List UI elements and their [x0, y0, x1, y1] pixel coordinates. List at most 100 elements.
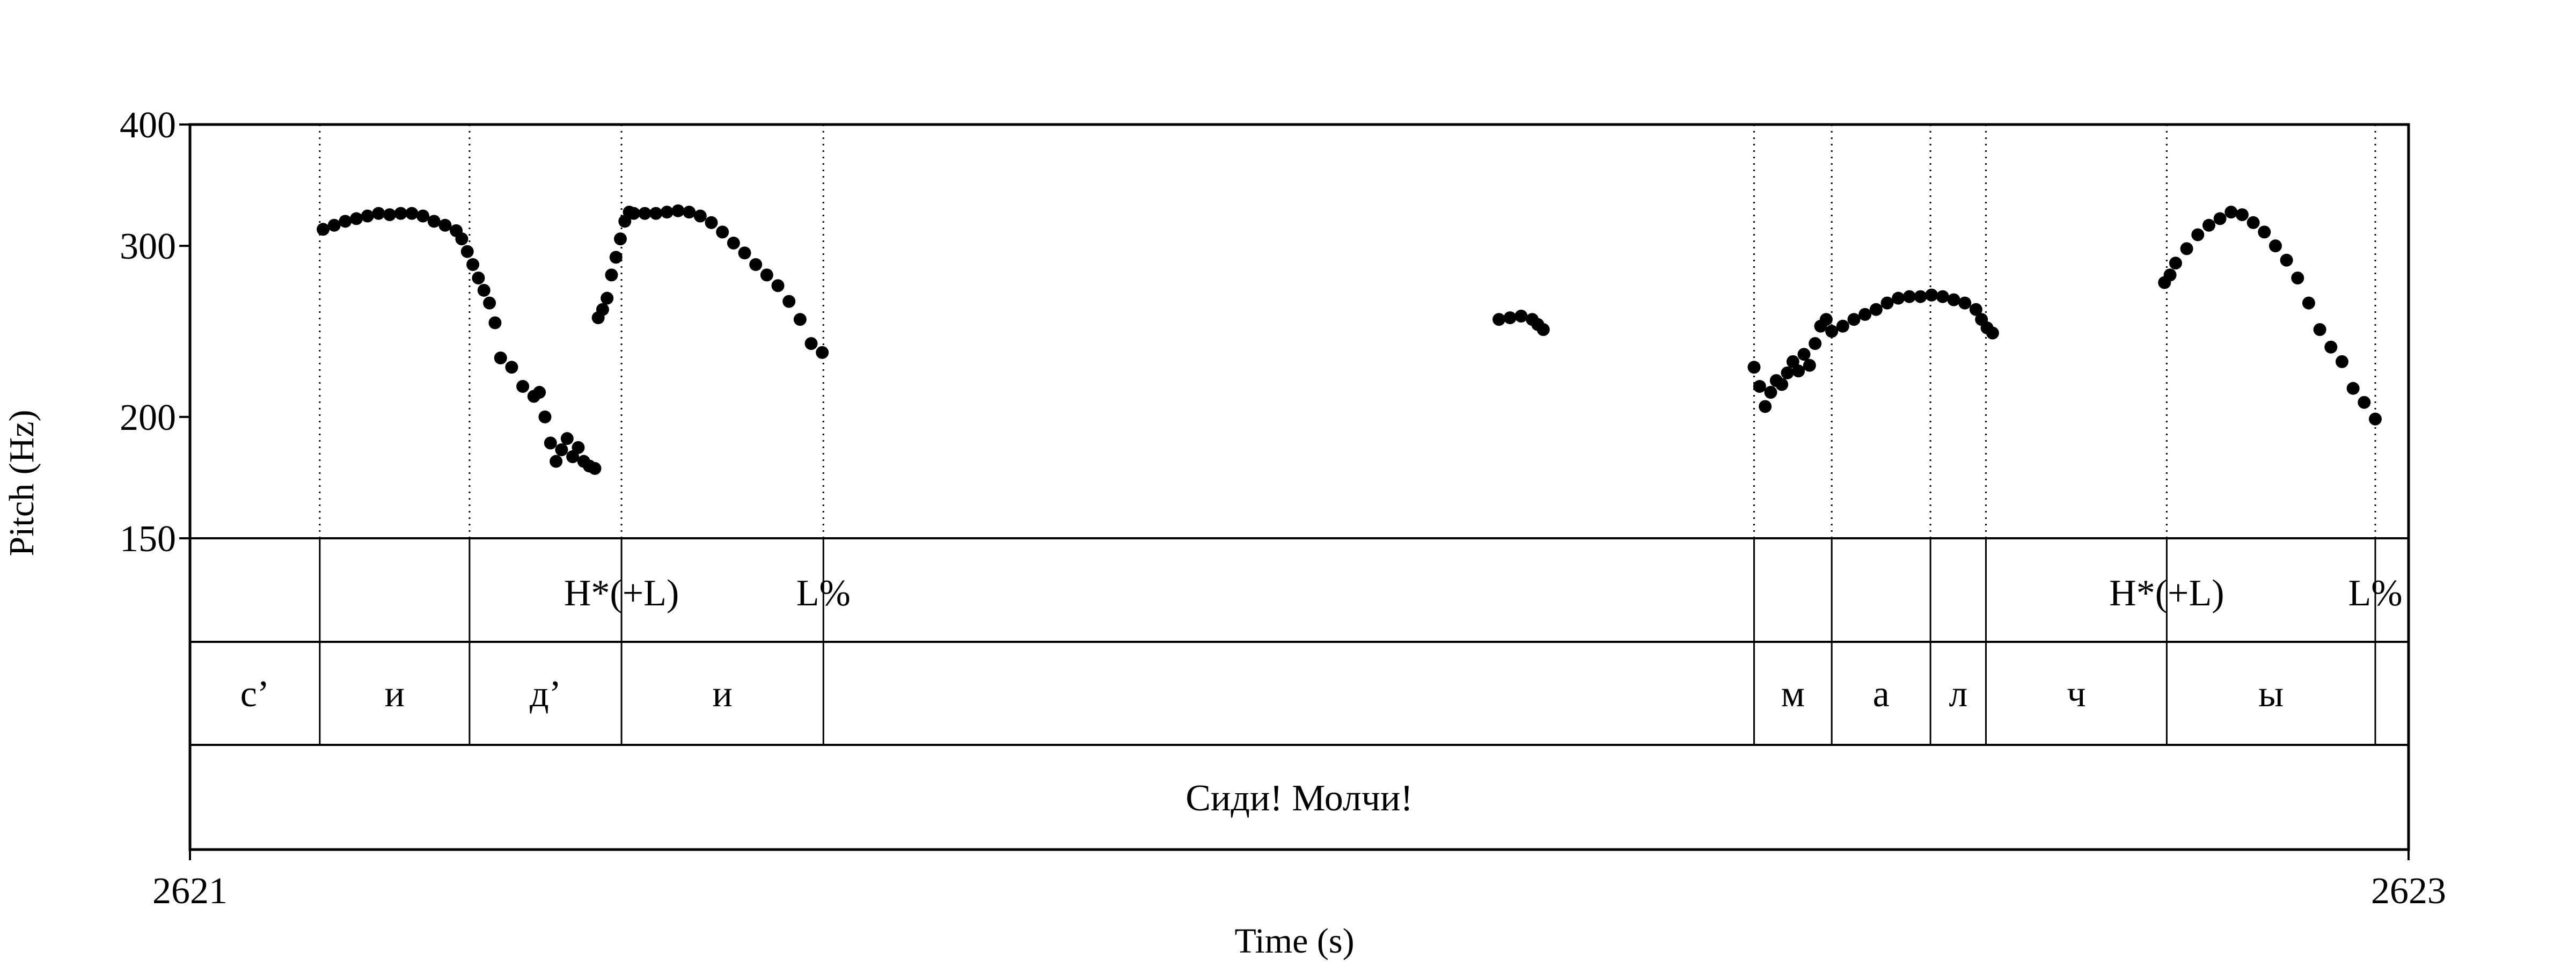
pitch-point — [1764, 386, 1777, 399]
pitch-point — [613, 232, 627, 246]
plot-border — [188, 123, 2410, 851]
segment-label: ч — [2067, 674, 2085, 715]
pitch-point — [394, 207, 407, 220]
segment-label: и — [385, 674, 405, 715]
pitch-point — [660, 206, 674, 219]
pitch-point — [361, 209, 374, 223]
pitch-point — [550, 455, 563, 468]
pitch-point — [1536, 323, 1550, 336]
pitch-point — [488, 316, 502, 330]
pitch-point — [588, 462, 602, 475]
pitch-point — [1492, 313, 1506, 326]
pitch-point — [455, 232, 469, 246]
utterance-label: Сиди! Молчи! — [1185, 778, 1413, 819]
tone-tier: H*(+L) L% H*(+L) L% — [564, 573, 2403, 614]
pitch-point — [1775, 378, 1789, 391]
segment-label: д’ — [530, 674, 561, 715]
pitch-point — [2169, 257, 2182, 270]
pitch-point — [716, 225, 729, 239]
x-tick-label: 2623 — [2371, 870, 2446, 912]
pitch-point — [383, 208, 397, 222]
pitch-point — [494, 351, 507, 364]
pitch-point — [1880, 296, 1894, 310]
pitch-point — [1759, 400, 1772, 413]
pitch-point — [2313, 323, 2326, 336]
pitch-plot-frame: 150 200 300 400 2621 2623 — [120, 105, 2446, 912]
utterance-tier: Сиди! Молчи! — [1185, 778, 1413, 819]
pitch-point — [638, 207, 652, 220]
segment-tier: с’ и д’ и м а л ч ы — [240, 674, 2284, 715]
y-tick-label: 400 — [120, 105, 176, 146]
pitch-point — [609, 251, 623, 264]
pitch-point — [1792, 364, 1805, 378]
pitch-point — [405, 207, 419, 220]
pitch-point — [1986, 326, 1999, 340]
pitch-point — [627, 207, 640, 220]
tone-label: H*(+L) — [2109, 573, 2224, 614]
pitch-point — [1869, 303, 1883, 316]
pitch-point — [505, 361, 518, 374]
segment-label: м — [1781, 674, 1805, 715]
pitch-point — [1747, 361, 1761, 374]
pitch-point — [727, 236, 740, 250]
pitch-point — [1947, 293, 1960, 306]
pitch-point — [438, 218, 452, 232]
pitch-point — [738, 246, 751, 260]
pitch-point — [1925, 288, 1938, 302]
pitch-point — [760, 268, 773, 282]
pitch-point — [466, 258, 480, 271]
pitch-point — [2268, 239, 2282, 253]
pitch-point — [350, 212, 363, 225]
pitch-point — [771, 279, 785, 292]
pitch-point — [749, 258, 763, 271]
pitch-point — [327, 218, 341, 232]
x-tick-label: 2621 — [152, 870, 228, 912]
pitch-point — [1858, 308, 1872, 321]
pitch-point — [2258, 225, 2271, 239]
pitch-point — [2180, 242, 2193, 255]
segment-label: с’ — [240, 674, 269, 715]
pitch-point — [1847, 313, 1861, 326]
pitch-point — [1514, 309, 1528, 323]
y-tick-label: 200 — [120, 397, 176, 438]
pitch-point — [477, 283, 491, 297]
pitch-point — [2358, 396, 2371, 409]
pitch-point — [649, 207, 663, 220]
pitch-point — [1819, 313, 1833, 326]
pitch-point — [460, 245, 474, 258]
pitch-point — [560, 432, 574, 445]
pitch-point — [601, 291, 614, 305]
y-tick-label: 300 — [120, 226, 176, 267]
pitch-point — [1809, 337, 1822, 350]
y-axis-label: Pitch (Hz) — [2, 409, 41, 556]
segment-label: ы — [2258, 674, 2284, 715]
pitch-point — [605, 268, 618, 282]
tone-label: L% — [796, 573, 851, 614]
pitch-point — [1902, 290, 1916, 303]
pitch-point — [472, 272, 485, 285]
pitch-point — [2335, 355, 2348, 368]
pitch-point — [804, 337, 818, 350]
pitch-point — [2302, 296, 2315, 310]
pitch-point — [1786, 355, 1799, 368]
pitch-point — [2191, 228, 2205, 241]
pitch-point — [2324, 340, 2338, 354]
tone-label: L% — [2348, 573, 2402, 614]
segment-label: и — [712, 674, 732, 715]
pitch-point — [683, 206, 696, 219]
pitch-point — [2202, 218, 2215, 232]
pitch-point — [416, 209, 430, 223]
segment-label: а — [1873, 674, 1890, 715]
pitch-point — [816, 346, 829, 359]
pitch-point — [671, 204, 685, 217]
x-axis-label: Time (s) — [1234, 921, 1354, 961]
pitch-point — [2280, 253, 2293, 267]
pitch-point — [793, 313, 807, 326]
pitch-point — [1503, 311, 1517, 325]
pitch-point — [427, 215, 441, 228]
pitch-point — [1958, 296, 1972, 310]
pitch-point — [2235, 208, 2249, 222]
pitch-point — [2346, 382, 2360, 395]
pitch-point — [516, 380, 530, 393]
